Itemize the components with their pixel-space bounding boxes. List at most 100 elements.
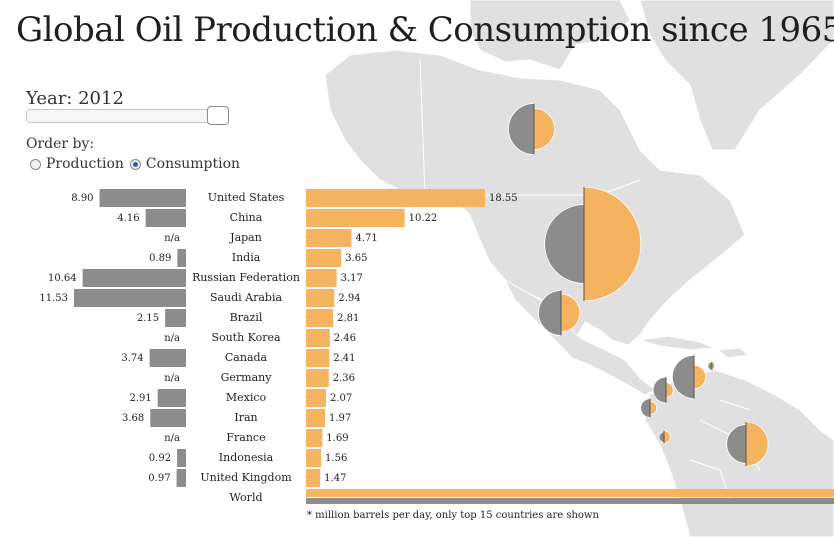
- bar-consumption-iran[interactable]: [306, 409, 326, 427]
- consumption-value-canada: 2.41: [333, 353, 355, 364]
- hispaniola-shape: [716, 347, 750, 359]
- alaska-border: [419, 59, 426, 196]
- production-radio[interactable]: [30, 158, 41, 170]
- production-value-south-korea: n/a: [164, 333, 180, 344]
- bar-consumption-south-korea[interactable]: [306, 329, 330, 347]
- country-label-canada: Canada: [225, 351, 268, 364]
- consumption-value-brazil: 2.81: [337, 313, 359, 324]
- bar-production-world[interactable]: [306, 498, 834, 504]
- map-production-half-united-states[interactable]: [544, 204, 585, 284]
- map-production-half-colombia[interactable]: [652, 376, 667, 404]
- consumption-radio[interactable]: [129, 158, 141, 170]
- year-label: Year: 2012: [26, 88, 124, 109]
- year-slider-handle[interactable]: [207, 106, 229, 125]
- country-label-iran: Iran: [234, 411, 257, 424]
- bar-consumption-brazil[interactable]: [306, 309, 334, 327]
- map-consumption-half-colombia[interactable]: [665, 382, 674, 398]
- country-label-russian-federation: Russian Federation: [192, 271, 300, 284]
- bar-production-saudi-arabia[interactable]: [74, 289, 186, 307]
- country-label-germany: Germany: [221, 371, 273, 384]
- production-value-brazil: 2.15: [137, 313, 159, 324]
- bar-consumption-france[interactable]: [306, 429, 323, 447]
- bar-consumption-united-states[interactable]: [306, 189, 485, 207]
- bar-production-russian-federation[interactable]: [82, 269, 186, 287]
- production-value-indonesia: 0.92: [149, 453, 171, 464]
- bar-consumption-canada[interactable]: [306, 349, 330, 367]
- bar-production-brazil[interactable]: [165, 309, 186, 327]
- consumption-value-indonesia: 1.56: [325, 453, 347, 464]
- country-label-united-states: United States: [208, 191, 285, 204]
- production-value-united-kingdom: 0.97: [148, 473, 170, 484]
- map-production-half-mexico[interactable]: [538, 290, 562, 336]
- consumption-value-germany: 2.36: [333, 373, 355, 384]
- map-consumption-half-united-states[interactable]: [583, 186, 642, 302]
- consumption-value-iran: 1.97: [329, 413, 351, 424]
- consumption-value-mexico: 2.07: [330, 393, 352, 404]
- production-value-india: 0.89: [149, 253, 171, 264]
- bar-consumption-china[interactable]: [306, 209, 405, 227]
- bar-consumption-world[interactable]: [306, 489, 834, 497]
- bar-production-united-kingdom[interactable]: [176, 469, 186, 487]
- country-label-united-kingdom: United Kingdom: [200, 471, 292, 484]
- country-label-saudi-arabia: Saudi Arabia: [210, 291, 283, 304]
- map-consumption-half-mexico[interactable]: [560, 293, 581, 333]
- bar-production-iran[interactable]: [150, 409, 186, 427]
- bar-production-canada[interactable]: [149, 349, 186, 367]
- country-label-south-korea: South Korea: [211, 331, 281, 344]
- country-label-indonesia: Indonesia: [219, 451, 274, 464]
- country-label-france: France: [226, 431, 265, 444]
- bar-production-mexico[interactable]: [157, 389, 186, 407]
- production-value-japan: n/a: [164, 233, 180, 244]
- map-circles: [508, 103, 769, 467]
- country-label-china: China: [230, 211, 263, 224]
- map-production-half-canada[interactable]: [508, 103, 535, 155]
- consumption-value-saudi-arabia: 2.94: [338, 293, 360, 304]
- production-value-mexico: 2.91: [129, 393, 151, 404]
- map-consumption-half-brazil[interactable]: [745, 421, 769, 467]
- bar-production-china[interactable]: [145, 209, 186, 227]
- year-slider[interactable]: [26, 106, 229, 125]
- consumption-value-united-kingdom: 1.47: [324, 473, 346, 484]
- bar-consumption-russian-federation[interactable]: [306, 269, 337, 287]
- bar-consumption-indonesia[interactable]: [306, 449, 322, 467]
- bar-consumption-india[interactable]: [306, 249, 342, 267]
- arctic-islands-shape: [469, 0, 631, 71]
- map-production-half-ecuador[interactable]: [640, 398, 651, 418]
- consumption-value-japan: 4.71: [355, 233, 377, 244]
- consumption-value-india: 3.65: [345, 253, 367, 264]
- map-consumption-half-venezuela[interactable]: [693, 364, 707, 390]
- production-value-germany: n/a: [164, 373, 180, 384]
- page-title: Global Oil Production & Consumption sinc…: [16, 10, 834, 50]
- bar-consumption-united-kingdom[interactable]: [306, 469, 321, 487]
- cuba-shape: [639, 335, 716, 351]
- map-production-half-brazil[interactable]: [726, 424, 747, 464]
- consumption-radio-label[interactable]: Consumption: [145, 156, 241, 172]
- consumption-value-france: 1.69: [326, 433, 348, 444]
- production-value-united-states: 8.90: [71, 193, 93, 204]
- country-label-mexico: Mexico: [226, 391, 267, 404]
- consumption-value-south-korea: 2.46: [334, 333, 356, 344]
- production-value-iran: 3.68: [122, 413, 144, 424]
- consumption-value-russian-federation: 3.17: [341, 273, 363, 284]
- country-label-japan: Japan: [229, 231, 262, 244]
- footnote: * million barrels per day, only top 15 c…: [307, 510, 599, 521]
- map-production-half-venezuela[interactable]: [671, 354, 695, 400]
- production-value-russian-federation: 10.64: [48, 273, 77, 284]
- greenland-shape: [639, 0, 834, 151]
- bar-consumption-saudi-arabia[interactable]: [306, 289, 335, 307]
- consumption-value-china: 10.22: [409, 213, 438, 224]
- map-consumption-half-canada[interactable]: [533, 108, 555, 150]
- production-radio-label[interactable]: Production: [46, 156, 124, 172]
- country-label-brazil: Brazil: [230, 311, 263, 324]
- production-value-saudi-arabia: 11.53: [39, 293, 68, 304]
- order-by-label: Order by:: [26, 136, 95, 152]
- bar-production-india[interactable]: [177, 249, 186, 267]
- bar-consumption-mexico[interactable]: [306, 389, 326, 407]
- bar-production-united-states[interactable]: [99, 189, 186, 207]
- production-value-canada: 3.74: [121, 353, 143, 364]
- bar-consumption-germany[interactable]: [306, 369, 329, 387]
- bar-consumption-japan[interactable]: [306, 229, 352, 247]
- country-label-world: World: [230, 491, 263, 504]
- bar-production-indonesia[interactable]: [177, 449, 186, 467]
